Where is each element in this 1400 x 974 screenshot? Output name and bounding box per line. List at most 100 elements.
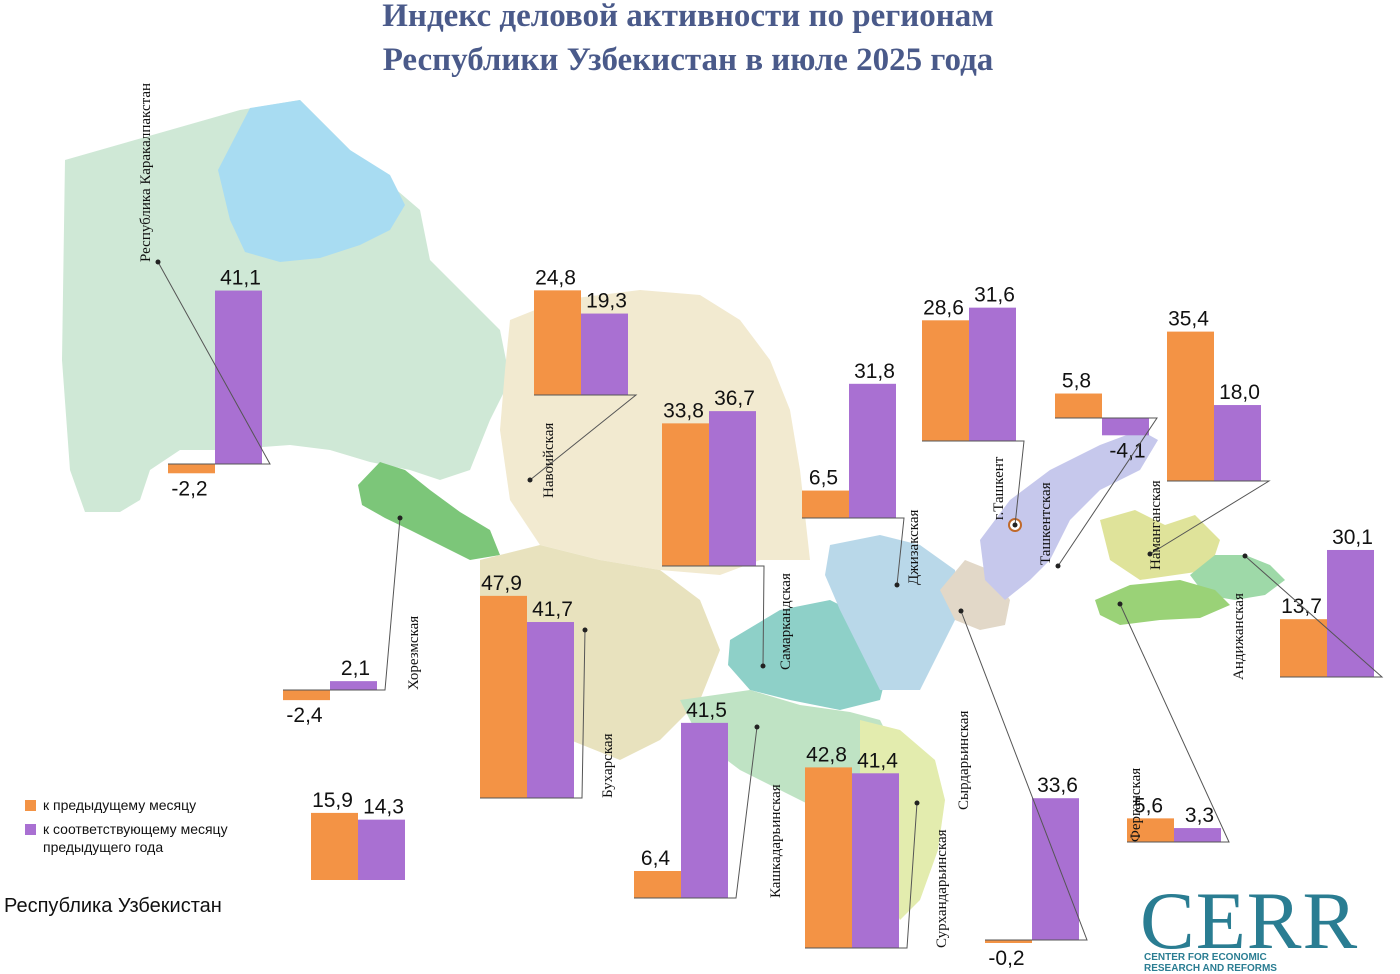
value-label-month: 35,4 [1168,308,1209,331]
region-name-label: Сырдарьинская [956,711,972,810]
region-shape-khorezm [358,462,500,560]
legend-label-year-2: предыдущего года [43,839,163,855]
bar-month [634,870,681,898]
value-label-month: 42,8 [806,743,847,766]
leader-line [1149,480,1271,555]
bar-month [1167,331,1214,481]
value-label-year: 30,1 [1332,526,1373,549]
bar-year [1032,798,1079,940]
bar-year [681,722,728,898]
region-name-label: Ташкентская [1038,482,1054,565]
bar-year [1214,405,1261,481]
region-shape-andijan [1190,555,1285,600]
region-name-label: Бухарская [600,733,616,798]
leader-dot [582,627,588,633]
bar-year [330,681,377,690]
bar-year-country [358,819,405,880]
region-shape-fergana [1095,580,1230,625]
leader-dot [914,800,920,806]
bar-year [849,383,896,518]
leader-dot [760,663,766,669]
value-label-month: 13,7 [1281,595,1322,618]
value-label-year: 33,6 [1037,774,1078,797]
region-name-label: Навоийская [541,423,557,498]
region-name-label: Кашкадарьинская [768,784,784,898]
title-line-2: Республики Узбекистан в июле 2025 года [383,42,994,78]
leader-line [922,440,1025,526]
leader-dot [894,582,900,588]
bar-month [168,464,215,474]
region-group: 6,4 41,5 Кашкадарьинская [634,699,784,899]
value-label-year: 3,3 [1185,804,1214,827]
bar-year [1102,418,1149,436]
region-group: 24,8 19,3 Навоийская [527,266,638,498]
value-label-month: 5,8 [1062,370,1091,393]
title-line-1: Индекс деловой активности по регионам [382,0,993,34]
bar-year [852,773,899,948]
cerr-logo: CERR CENTER FOR ECONOMIC RESEARCH AND RE… [1140,875,1357,974]
region-group: 33,8 36,7 Самаркандская [662,387,794,670]
leader-dot [958,608,964,614]
cerr-logo-line1: CENTER FOR ECONOMIC [1144,952,1267,963]
bar-year [969,307,1016,441]
region-group: 6,5 31,8 Джизакская [802,360,922,588]
leader-line [1119,603,1230,843]
legend-label-year-1: к соответствующему месяцу [43,821,228,837]
value-label-year: 41,4 [857,749,898,772]
region-group: -0,2 33,6 Сырдарьинская [956,608,1088,970]
bar-month [985,940,1032,943]
leader-line [480,629,586,799]
region-group: -2,2 41,1 Республика Каракалпакстан [138,83,271,500]
value-label-year: 41,1 [220,267,261,290]
bar-year [581,313,628,395]
value-label-month: 24,8 [535,266,576,289]
region-shape-namangan [1100,510,1220,580]
bar-year [1327,549,1374,677]
country-label: Республика Узбекистан [4,895,222,917]
leader-line [634,726,758,899]
bar-month [802,490,849,518]
country-bars: 15,9 14,3 [311,789,405,880]
bars-layer: -2,2 41,1 Республика Каракалпакстан -2,4 2,1… [138,83,1384,970]
leader-dot [754,724,760,730]
leader-line [1244,555,1384,678]
region-group: 47,9 41,7 Бухарская [480,572,616,799]
leader-line [283,517,401,691]
legend-swatch-month [25,800,36,811]
value-label-year: 41,7 [532,598,573,621]
value-label-year-country: 14,3 [363,796,404,819]
cerr-logo-line2: RESEARCH AND REFORMS [1144,963,1277,974]
leader-dot [155,259,161,265]
value-label-year: 36,7 [714,387,755,410]
region-name-label: Андижанская [1231,593,1247,680]
region-group: 28,6 31,6 г.Ташкент [922,284,1025,528]
leader-line [805,802,918,949]
bar-month [534,290,581,395]
bar-month [1280,619,1327,677]
bar-month [480,595,527,798]
region-shape-tashkent-region [980,430,1158,600]
bar-year [527,622,574,798]
bar-year [709,411,756,566]
value-label-month: 5,6 [1134,794,1163,817]
value-label-month: 6,4 [641,847,671,870]
region-group: 5,8 -4,1 Ташкентская [1038,370,1158,569]
value-label-year: 2,1 [341,657,370,680]
leader-dot [1012,522,1018,528]
value-label-year: 31,8 [854,360,895,383]
value-label-month: -0,2 [988,947,1024,970]
region-group: 5,6 3,3 Ферганская [1117,601,1230,843]
region-name-label: Республика Каракалпакстан [138,83,154,262]
leader-line [529,394,638,481]
aral-sea [218,100,405,262]
region-name-label: г.Ташкент [991,456,1007,520]
region-group: 13,7 30,1 Андижанская [1231,526,1384,680]
value-label-month: 33,8 [663,399,704,422]
leader-dot [527,477,533,483]
region-group: -2,4 2,1 Хорезмская [283,515,422,727]
leader-dot [1147,551,1153,557]
value-label-month: 6,5 [809,467,838,490]
region-group: 42,8 41,4 Сурхандарьинская [805,743,950,949]
leader-line [960,610,1088,941]
